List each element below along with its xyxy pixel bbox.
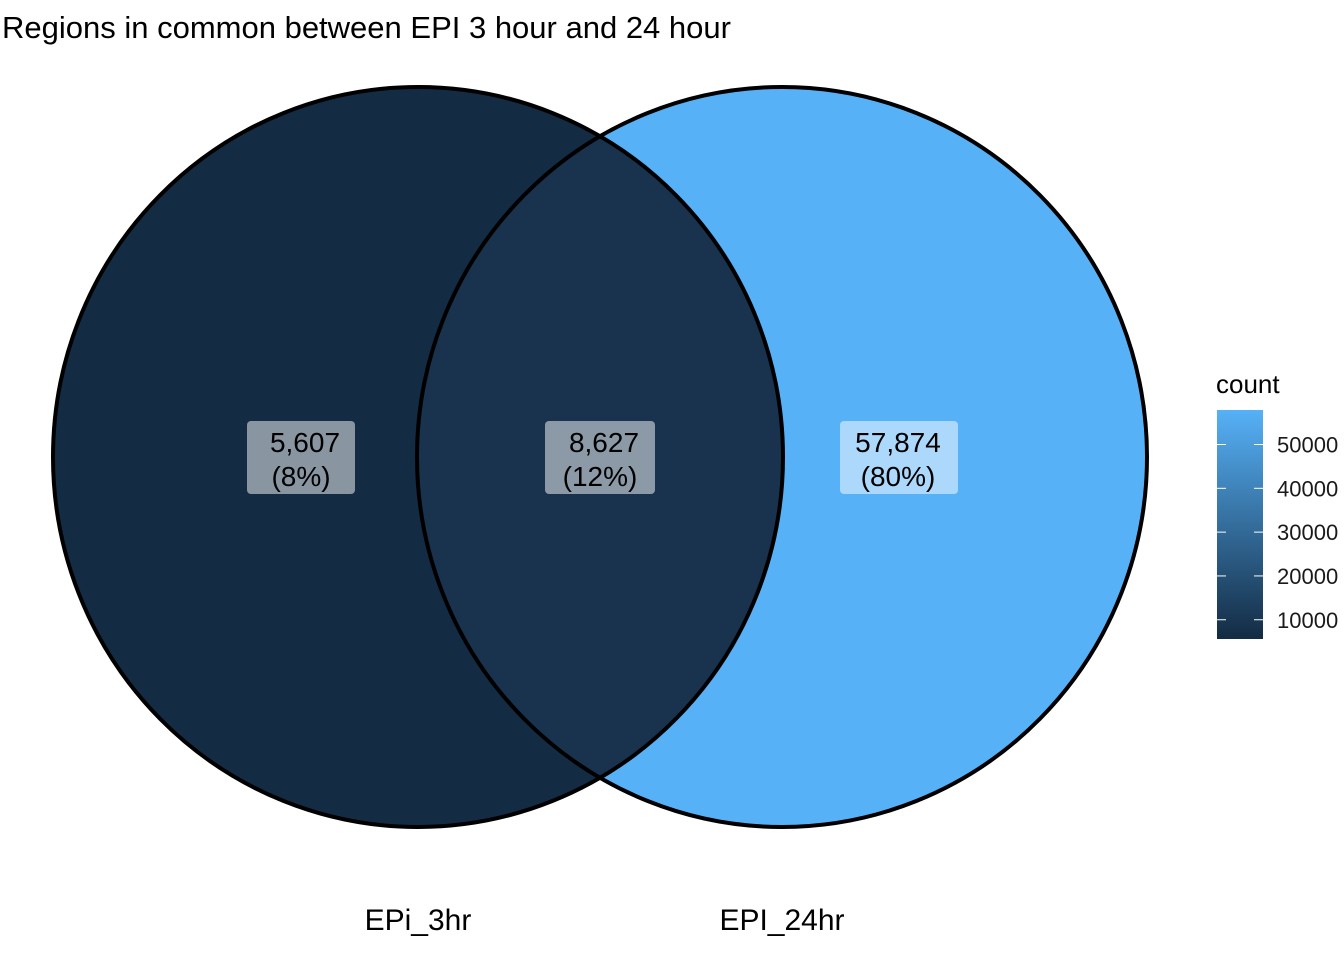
- legend-tick-label: 50000: [1277, 432, 1338, 457]
- region-count-overlap: 8,627: [569, 427, 639, 458]
- chart-title: Regions in common between EPI 3 hour and…: [2, 10, 731, 45]
- set-left-outline: [51, 85, 785, 829]
- region-percent-right-only: (80%): [861, 461, 936, 492]
- set-label-right: EPI_24hr: [719, 904, 844, 937]
- legend-ticks: 10000 20000 30000 40000 50000: [1217, 432, 1338, 633]
- legend-colorbar: [1217, 410, 1263, 639]
- legend-tick-label: 10000: [1277, 608, 1338, 633]
- set-right-outline: [415, 85, 1149, 829]
- legend-title: count: [1216, 369, 1280, 399]
- legend: count 10000 20000 30000 40000 50000: [1216, 369, 1338, 639]
- region-percent-left-only: (8%): [271, 461, 330, 492]
- region-count-right-only: 57,874: [855, 427, 941, 458]
- legend-tick-label: 40000: [1277, 476, 1338, 501]
- region-label-right-only: 57,874 (80%): [840, 421, 958, 494]
- region-label-overlap: 8,627 (12%): [545, 421, 655, 494]
- set-label-left: EPi_3hr: [365, 904, 472, 937]
- legend-tick-label: 20000: [1277, 564, 1338, 589]
- region-label-left-only: 5,607 (8%): [247, 421, 355, 494]
- legend-tick-label: 30000: [1277, 520, 1338, 545]
- region-percent-overlap: (12%): [563, 461, 638, 492]
- region-count-left-only: 5,607: [270, 427, 340, 458]
